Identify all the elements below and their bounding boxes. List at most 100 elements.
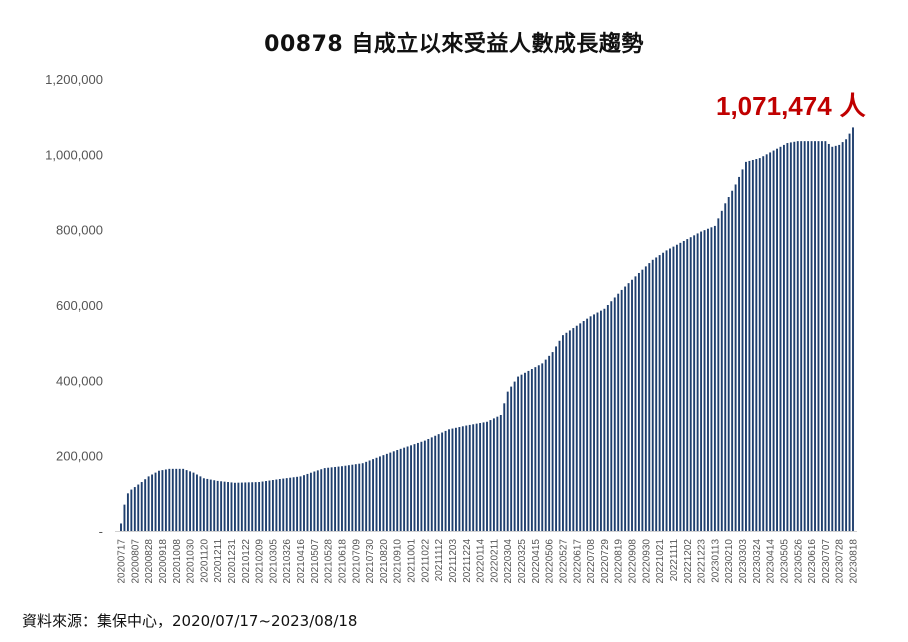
bar [817, 141, 820, 531]
bar [368, 460, 371, 531]
x-tick-label: 20230707 [821, 539, 832, 584]
bar [403, 447, 406, 531]
bar [133, 487, 136, 531]
bar [289, 477, 292, 531]
bar [482, 422, 485, 531]
bar [472, 424, 475, 531]
bar [437, 434, 440, 531]
bar [327, 467, 330, 531]
x-tick-label: 20211224 [462, 539, 473, 583]
bar [492, 418, 495, 531]
bar [796, 141, 799, 531]
y-tick-label: 1,000,000 [45, 147, 103, 162]
bar [682, 240, 685, 531]
bar [389, 452, 392, 531]
bar [800, 141, 803, 531]
x-tick-label: 20201030 [186, 539, 197, 584]
bar [292, 477, 295, 531]
bar [655, 257, 658, 531]
x-tick-label: 20210507 [310, 539, 321, 584]
bar [151, 474, 154, 531]
x-tick-label: 20220415 [531, 539, 542, 584]
bar [341, 466, 343, 531]
x-axis: 20200717 20200807 20200828 20200918 20201008… [115, 531, 860, 584]
bar [285, 478, 288, 531]
bar [126, 493, 129, 531]
bar [410, 445, 412, 531]
bar [261, 481, 264, 531]
x-tick-label: 20211022 [420, 539, 431, 583]
bar [503, 403, 506, 531]
x-tick-label: 20230728 [835, 539, 846, 584]
bar [675, 244, 678, 532]
bar [499, 414, 502, 531]
x-tick-label: 20210820 [379, 539, 390, 584]
bar [593, 314, 595, 531]
x-tick-label: 20211001 [407, 539, 418, 583]
bar [599, 310, 602, 531]
bar [375, 457, 378, 531]
bar [185, 470, 188, 531]
source-note: 資料來源：集保中心，2020/07/17~2023/08/18 [22, 612, 358, 630]
bar [392, 451, 395, 531]
bar [551, 352, 554, 531]
bar [486, 421, 488, 531]
bar [454, 427, 457, 531]
bar [130, 489, 133, 531]
x-tick-label: 20201120 [199, 539, 210, 583]
bar [758, 158, 761, 531]
bar [220, 481, 223, 531]
bar [506, 391, 509, 531]
bar [631, 279, 633, 531]
bar [479, 423, 482, 531]
x-tick-label: 20220729 [600, 539, 611, 584]
bar [237, 482, 240, 531]
bar [316, 470, 319, 531]
bar [344, 465, 347, 531]
bar [641, 269, 644, 531]
bar [852, 127, 854, 531]
bar [669, 248, 671, 531]
bar [361, 463, 364, 531]
y-tick-label: - [99, 524, 103, 539]
bar [617, 293, 620, 531]
x-tick-label: 20210528 [324, 539, 335, 584]
bar [834, 145, 837, 532]
bar [751, 159, 754, 532]
bar [579, 323, 582, 531]
bar [434, 435, 437, 531]
bar [848, 133, 851, 531]
y-axis: - 200,000 400,000 600,000 800,000 1,000,000 1,… [45, 72, 103, 539]
bar [202, 478, 205, 531]
bar [727, 197, 730, 531]
bar [772, 150, 775, 531]
x-tick-label: 20210209 [255, 539, 266, 584]
bar [441, 432, 444, 531]
bar [710, 227, 713, 531]
bar [496, 416, 499, 531]
bar [596, 312, 599, 531]
bar [137, 484, 140, 531]
x-tick-label: 20200828 [144, 539, 155, 584]
x-tick-label: 20230616 [807, 539, 818, 584]
bar [789, 142, 792, 531]
bar [465, 425, 468, 531]
bar [175, 468, 178, 531]
bar [178, 468, 181, 531]
x-tick-label: 20220325 [517, 539, 528, 584]
bar [589, 316, 592, 531]
bar [223, 481, 226, 531]
x-tick-label: 20220304 [503, 539, 514, 584]
bar [782, 144, 785, 532]
bar [347, 465, 350, 531]
bar [544, 359, 547, 531]
bar [182, 468, 185, 531]
bar [707, 228, 709, 532]
bar [658, 255, 661, 531]
bar [648, 263, 651, 531]
bar [513, 381, 516, 531]
bar [123, 504, 126, 531]
bar [396, 450, 399, 531]
bar [786, 143, 789, 531]
x-tick-label: 20211112 [434, 539, 445, 582]
